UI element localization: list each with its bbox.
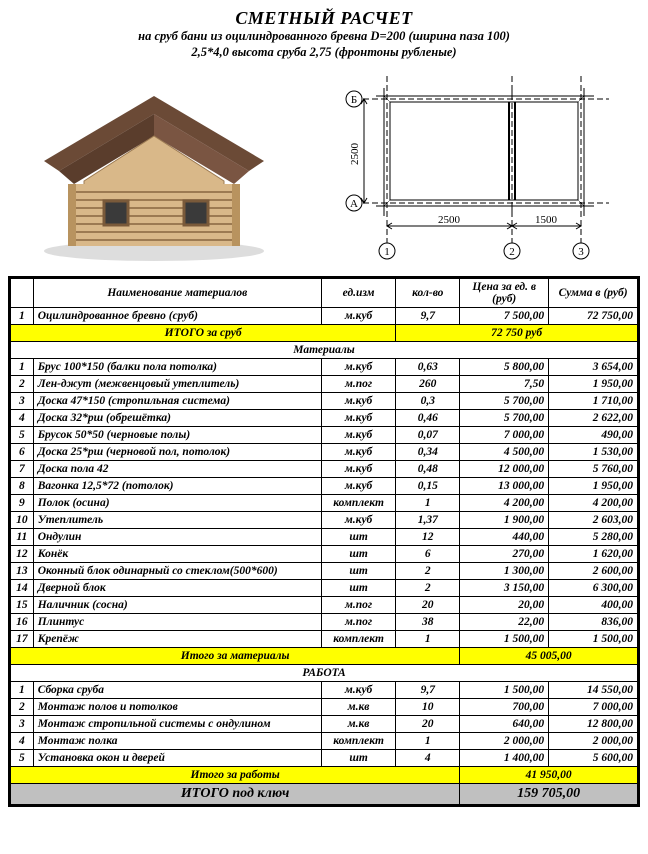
doc-title: СМЕТНЫЙ РАСЧЕТ	[8, 8, 640, 29]
col-price: Цена за ед. в (руб)	[460, 279, 549, 308]
svg-text:1: 1	[384, 246, 390, 258]
col-sum: Сумма в (руб)	[549, 279, 638, 308]
col-qty: кол-во	[396, 279, 460, 308]
table-row: 12Конёкшт6270,001 620,00	[11, 546, 638, 563]
doc-header: СМЕТНЫЙ РАСЧЕТ на сруб бани из оцилиндро…	[8, 8, 640, 60]
col-unit: ед.изм	[321, 279, 395, 308]
subtotal-row: Итого за материалы45 005,00	[11, 648, 638, 665]
svg-text:1500: 1500	[535, 214, 558, 226]
table-row: 3Монтаж стропильной системы с ондулиномм…	[11, 716, 638, 733]
table-row: 13Оконный блок одинарный со стеклом(500*…	[11, 563, 638, 580]
cabin-render	[24, 66, 284, 266]
table-row: 5Установка окон и дверейшт41 400,005 600…	[11, 750, 638, 767]
table-row: 17Крепёжкомплект11 500,001 500,00	[11, 631, 638, 648]
table-row: 6Доска 25*рш (черновой пол, потолок)м.ку…	[11, 444, 638, 461]
section-row: РАБОТА	[11, 665, 638, 682]
floor-plan: Б А 1 2 3 2500 2500 1500	[324, 66, 624, 266]
svg-text:3: 3	[578, 246, 584, 258]
table-row: 2Лен-джут (межвенцовый утеплитель)м.пог2…	[11, 376, 638, 393]
doc-sub1: на сруб бани из оцилиндрованного бревна …	[8, 29, 640, 45]
svg-text:2500: 2500	[438, 214, 461, 226]
image-row: Б А 1 2 3 2500 2500 1500	[8, 66, 640, 266]
table-row: 8Вагонка 12,5*72 (потолок)м.куб0,1513 00…	[11, 478, 638, 495]
table-row: 1Оцилиндрованное бревно (сруб)м.куб9,77 …	[11, 308, 638, 325]
table-head-row: Наименование материалов ед.изм кол-во Це…	[11, 279, 638, 308]
table-row: 4Доска 32*рш (обрешётка)м.куб0,465 700,0…	[11, 410, 638, 427]
grand-total-row: ИТОГО под ключ159 705,00	[11, 784, 638, 805]
section-row: Материалы	[11, 342, 638, 359]
estimate-table: Наименование материалов ед.изм кол-во Це…	[10, 278, 638, 805]
svg-text:2: 2	[509, 246, 515, 258]
table-row: 10Утеплительм.куб1,371 900,002 603,00	[11, 512, 638, 529]
table-row: 11Ондулиншт12440,005 280,00	[11, 529, 638, 546]
subtotal-row: ИТОГО за сруб72 750 руб	[11, 325, 638, 342]
table-row: 1Сборка срубам.куб9,71 500,0014 550,00	[11, 682, 638, 699]
table-row: 1Брус 100*150 (балки пола потолка)м.куб0…	[11, 359, 638, 376]
svg-text:Б: Б	[351, 94, 357, 106]
doc-sub2: 2,5*4,0 высота сруба 2,75 (фронтоны рубл…	[8, 45, 640, 61]
table-row: 4Монтаж полкакомплект12 000,002 000,00	[11, 733, 638, 750]
svg-text:2500: 2500	[349, 143, 361, 166]
table-row: 7Доска пола 42м.куб0,4812 000,005 760,00	[11, 461, 638, 478]
table-row: 5Брусок 50*50 (черновые полы)м.куб0,077 …	[11, 427, 638, 444]
table-row: 14Дверной блокшт23 150,006 300,00	[11, 580, 638, 597]
table-row: 2Монтаж полов и потолковм.кв10700,007 00…	[11, 699, 638, 716]
svg-text:А: А	[350, 198, 358, 210]
table-row: 3Доска 47*150 (стропильная система)м.куб…	[11, 393, 638, 410]
table-row: 9Полок (осина)комплект14 200,004 200,00	[11, 495, 638, 512]
estimate-table-wrap: Наименование материалов ед.изм кол-во Це…	[8, 276, 640, 807]
col-name: Наименование материалов	[33, 279, 321, 308]
table-row: 15Наличник (сосна)м.пог2020,00400,00	[11, 597, 638, 614]
subtotal-row: Итого за работы41 950,00	[11, 767, 638, 784]
table-row: 16Плинтусм.пог3822,00836,00	[11, 614, 638, 631]
